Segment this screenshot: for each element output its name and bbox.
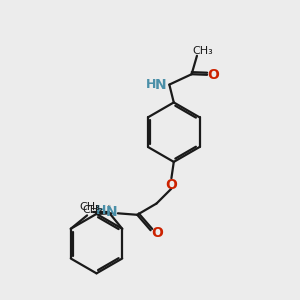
- Text: N: N: [155, 78, 167, 92]
- Text: H: H: [146, 78, 157, 91]
- Text: ethyl: ethyl: [108, 205, 112, 206]
- Text: N: N: [106, 205, 118, 219]
- Text: O: O: [151, 226, 163, 240]
- Text: O: O: [208, 68, 220, 82]
- Text: H: H: [96, 204, 107, 217]
- Text: CH₃: CH₃: [80, 202, 101, 212]
- Text: O: O: [166, 178, 177, 192]
- Text: CH₃: CH₃: [83, 205, 104, 215]
- Text: CH₃: CH₃: [192, 46, 213, 56]
